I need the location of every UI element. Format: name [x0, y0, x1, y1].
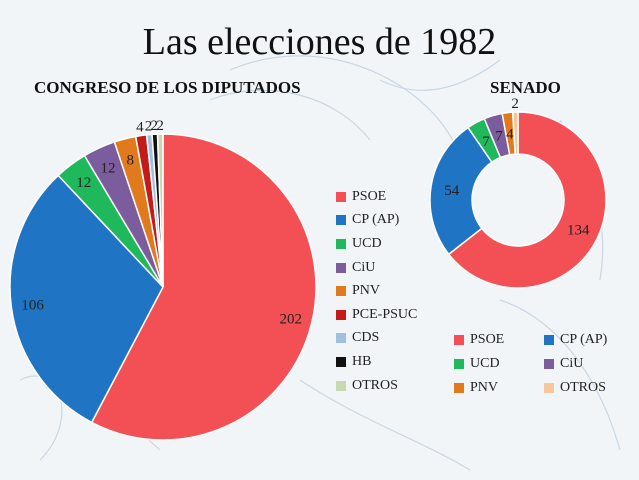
legend-swatch [454, 383, 464, 393]
data-label-pnv: 8 [127, 153, 135, 169]
legend-item-cp-ap-: CP (AP) [544, 328, 634, 352]
legend-label: PNV [352, 283, 381, 299]
legend-swatch [336, 309, 346, 320]
slice-psoe [90, 133, 317, 441]
legend-swatch [544, 359, 554, 369]
legend-label: PNV [470, 380, 499, 395]
legend-label: HB [352, 353, 372, 369]
legend-item-ucd: UCD [336, 232, 417, 256]
slice-otros [156, 133, 164, 288]
senado-legend: PSOE CP (AP) UCD CiU PNV OTROS [454, 328, 634, 400]
slice-psoe [447, 111, 607, 289]
legend-item-cds: CDS [336, 327, 417, 351]
legend-item-psoe: PSOE [454, 328, 544, 352]
legend-swatch [336, 286, 346, 297]
legend-item-otros: OTROS [544, 376, 634, 400]
legend-label: UCD [470, 356, 500, 371]
legend-item-ucd: UCD [454, 352, 544, 376]
data-label-psoe: 202 [279, 312, 302, 328]
legend-item-psoe: PSOE [336, 185, 417, 209]
data-label-ciu: 7 [495, 129, 503, 145]
legend-swatch [336, 356, 346, 367]
data-label-ciu: 12 [101, 160, 116, 176]
legend-swatch [336, 380, 346, 391]
slice-cp-ap- [9, 174, 164, 424]
slice-cp-ap- [429, 126, 493, 256]
legend-swatch [454, 335, 464, 345]
legend-swatch [336, 238, 346, 249]
page-title: Las elecciones de 1982 [142, 21, 497, 63]
legend-label: CiU [560, 356, 584, 371]
data-label-ucd: 7 [482, 134, 490, 150]
legend-label: OTROS [352, 377, 398, 393]
legend-item-pce-psuc: PCE-PSUC [336, 303, 417, 327]
legend-label: PSOE [352, 188, 387, 204]
legend-swatch [336, 215, 346, 226]
data-label-cp-ap-: 106 [21, 298, 44, 314]
data-label-otros: 2 [156, 118, 164, 134]
legend-label: CiU [352, 259, 376, 275]
legend-swatch [454, 359, 464, 369]
legend-swatch [336, 262, 346, 273]
legend-swatch [544, 335, 554, 345]
legend-swatch [336, 191, 346, 202]
data-label-otros: 2 [511, 96, 519, 112]
legend-item-pnv: PNV [454, 376, 544, 400]
congreso-chart-title: CONGRESO DE LOS DIPUTADOS [34, 78, 301, 97]
slice-otros [511, 111, 519, 155]
legend-label: CDS [352, 330, 380, 346]
data-label-pce-psuc: 4 [136, 120, 144, 136]
legend-item-otros: OTROS [336, 374, 417, 398]
legend-item-ciu: CiU [544, 352, 634, 376]
legend-label: UCD [352, 235, 382, 251]
legend-item-pnv: PNV [336, 279, 417, 303]
data-label-cp-ap-: 54 [444, 183, 460, 199]
senado-donut-chart: 134 54 7 7 4 2 [429, 96, 607, 289]
data-label-ucd: 12 [76, 175, 91, 191]
congreso-pie-chart: 202 106 12 12 8 4 222 [9, 118, 317, 441]
data-label-psoe: 134 [567, 222, 590, 238]
data-label-cds: 2 [145, 119, 153, 135]
legend-label: OTROS [560, 380, 606, 395]
legend-swatch [544, 383, 554, 393]
legend-label: CP (AP) [560, 332, 608, 347]
legend-label: PCE-PSUC [352, 306, 418, 322]
legend-item-ciu: CiU [336, 256, 417, 280]
legend-label: PSOE [470, 332, 505, 347]
data-label-hb: 2 [151, 118, 159, 134]
senado-chart-title: SENADO [490, 78, 561, 97]
congreso-legend: PSOE CP (AP) UCD CiU PNV PCE-PSUC CDS HB OTROS [336, 185, 417, 397]
legend-item-hb: HB [336, 350, 417, 374]
legend-label: CP (AP) [352, 212, 400, 228]
legend-swatch [336, 333, 346, 344]
data-label-pnv: 4 [506, 126, 514, 142]
legend-item-cp-ap-: CP (AP) [336, 209, 417, 233]
